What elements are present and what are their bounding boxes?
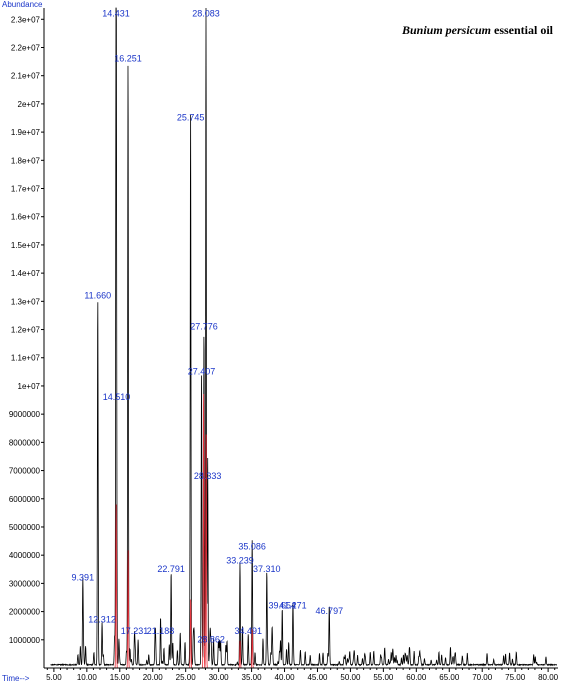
y-tick-label: 2000000 (9, 608, 41, 617)
x-tick-label: 15.00 (110, 673, 131, 682)
y-tick-label: 1.8e+07 (11, 156, 41, 165)
y-tick-label: 1.7e+07 (11, 185, 41, 194)
peak-label: 21.188 (147, 626, 175, 636)
peak-label: 11.660 (84, 290, 111, 300)
peak-label: 39.654 (268, 601, 296, 611)
x-tick-label: 10.00 (77, 673, 98, 682)
x-tick-label: 80.00 (538, 673, 559, 682)
peak-label: 41.271 (279, 601, 307, 611)
chart-title-rest: essential oil (491, 23, 554, 37)
peak-label: 27.407 (188, 366, 216, 376)
x-tick-label: 70.00 (472, 673, 493, 682)
x-tick-label: 50.00 (340, 673, 361, 682)
peak-label: 14.431 (102, 8, 130, 18)
peak-label-layer: 9.391 11.660 12.312 14.431 14.510 16.251 17.23… (72, 8, 344, 644)
y-tick-label: 1.6e+07 (11, 213, 41, 222)
x-tick-label: 20.00 (143, 673, 164, 682)
peak-label: 46.797 (316, 606, 344, 616)
y-tick-label: 9000000 (9, 410, 41, 419)
peak-label: 16.251 (114, 53, 142, 63)
peak-label: 22.791 (157, 564, 185, 574)
x-tick-label: 45.00 (307, 673, 328, 682)
y-tick-label: 1000000 (9, 636, 41, 645)
chart-title: Bunium persicum essential oil (401, 23, 554, 37)
x-tick-label: 75.00 (505, 673, 526, 682)
y-tick-label: 1.1e+07 (11, 354, 41, 363)
y-tick-label: 2.1e+07 (11, 72, 41, 81)
peak-label: 12.312 (88, 615, 116, 625)
x-tick-label: 65.00 (439, 673, 460, 682)
y-tick-label: 4000000 (9, 551, 41, 560)
y-tick-label: 5000000 (9, 523, 41, 532)
y-tick-label: 1.9e+07 (11, 128, 41, 137)
x-tick-label: 5.00 (46, 673, 62, 682)
y-tick-label: 1.5e+07 (11, 241, 41, 250)
peak-label: 28.083 (192, 8, 220, 18)
chart-title-species: Bunium persicum (401, 23, 491, 37)
peak-label: 35.086 (238, 541, 266, 551)
peak-label: 37.310 (253, 564, 281, 574)
x-tick-label: 55.00 (373, 673, 394, 682)
y-tick-label: 1.4e+07 (11, 269, 41, 278)
y-tick-label: 1e+07 (18, 382, 41, 391)
x-tick-label: 35.00 (242, 673, 263, 682)
peak-label: 25.745 (177, 113, 205, 123)
y-tick-label: 6000000 (9, 495, 41, 504)
tick-layer: 1000000 2000000 3000000 4000000 5000000 60000… (9, 15, 559, 682)
total-ion-trace (50, 7, 558, 667)
y-tick-label: 1.3e+07 (11, 297, 41, 306)
peak-label: 28.862 (197, 634, 225, 644)
peak-label: 17.231 (121, 626, 149, 636)
peak-label: 28.333 (194, 471, 222, 481)
peak-label: 33.239 (226, 555, 254, 565)
x-tick-label: 40.00 (275, 673, 296, 682)
peak-label: 27.776 (190, 321, 218, 331)
x-tick-label: 25.00 (176, 673, 197, 682)
y-tick-label: 2.2e+07 (11, 43, 41, 52)
y-tick-label: 8000000 (9, 438, 41, 447)
y-tick-label: 1.2e+07 (11, 326, 41, 335)
y-tick-label: 2.3e+07 (11, 15, 41, 24)
x-tick-label: 30.00 (209, 673, 230, 682)
peak-label: 14.510 (103, 392, 131, 402)
y-tick-label: 3000000 (9, 579, 41, 588)
y-tick-label: 7000000 (9, 467, 41, 476)
x-axis-title: Time--> (2, 674, 30, 683)
peak-label: 34.491 (234, 626, 262, 636)
y-tick-label: 2e+07 (18, 100, 41, 109)
peak-label: 9.391 (72, 572, 95, 582)
x-tick-label: 60.00 (406, 673, 427, 682)
y-axis-title: Abundance (2, 0, 43, 9)
